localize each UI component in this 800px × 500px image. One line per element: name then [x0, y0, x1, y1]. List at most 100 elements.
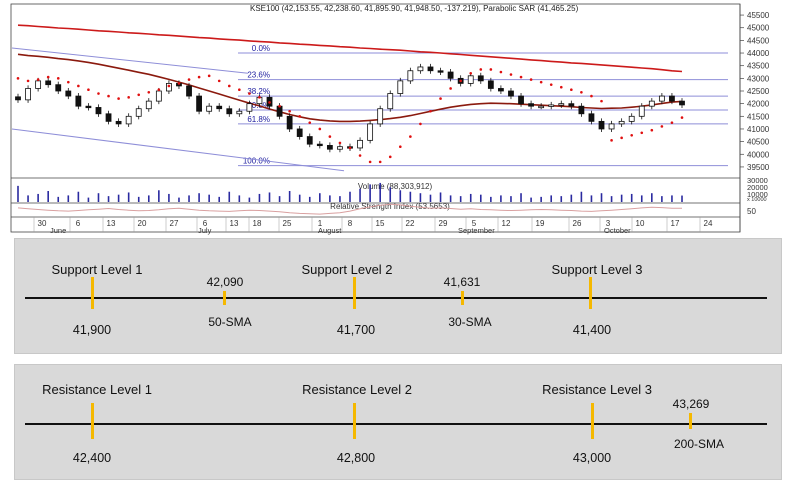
- candle-body: [105, 113, 112, 122]
- volume-bar: [47, 191, 49, 202]
- resistance-panel: Resistance Level 1 42,400 Resistance Lev…: [14, 364, 782, 480]
- sar-dot: [36, 78, 40, 81]
- day-tick-label: 15: [376, 219, 385, 228]
- candle-body: [608, 123, 615, 130]
- y-tick-label: 43500: [747, 62, 770, 71]
- volume-bar: [469, 193, 472, 202]
- volume-bar: [258, 193, 261, 202]
- candle-body: [387, 93, 394, 110]
- volume-bar: [570, 194, 573, 202]
- volume-tick-label: 30000: [747, 176, 768, 185]
- sar-dot: [46, 75, 50, 79]
- day-tick-label: 13: [230, 219, 239, 228]
- volume-bar: [67, 195, 70, 202]
- candle-body: [367, 123, 374, 141]
- support-panel: Support Level 1 41,900 42,090 50-SMA Sup…: [14, 238, 782, 354]
- candle-body: [306, 136, 313, 145]
- candle-body: [155, 90, 162, 102]
- fib-label: 100.0%: [243, 157, 270, 166]
- candle-body: [437, 70, 444, 73]
- volume-bar: [600, 193, 603, 202]
- volume-bar: [379, 182, 381, 202]
- sar-dot: [97, 92, 100, 95]
- sar-dot: [399, 145, 402, 148]
- sar-dot: [318, 127, 322, 131]
- candle-body: [337, 146, 343, 150]
- candle-body: [186, 85, 192, 97]
- volume-bar: [268, 192, 271, 202]
- sma-200-name: 200-SMA: [673, 437, 725, 451]
- candle-body: [638, 105, 645, 117]
- volume-bar: [278, 196, 281, 202]
- sar-dot: [509, 73, 513, 76]
- sar-dot: [559, 85, 563, 89]
- sma-200-marker: [689, 413, 692, 429]
- candle-body: [296, 128, 303, 137]
- candle-body: [618, 120, 625, 125]
- volume-bar: [349, 191, 351, 202]
- volume-tick-label: x 10000: [747, 197, 767, 203]
- resistance-level-1-value: 42,400: [72, 451, 112, 465]
- month-label: June: [50, 226, 66, 235]
- resistance-level-3-value: 43,000: [572, 451, 612, 465]
- volume-bar: [298, 194, 301, 202]
- sar-dot: [137, 93, 141, 97]
- sar-dot: [409, 135, 412, 138]
- sar-dot: [268, 101, 271, 104]
- y-tick-label: 42500: [747, 87, 770, 96]
- price-chart-svg: KSE100 (42,153.55, 42,238.60, 41,895.90,…: [10, 3, 770, 235]
- sar-dot: [16, 77, 20, 80]
- day-tick-label: 30: [38, 219, 47, 228]
- sar-dot: [308, 121, 312, 124]
- rsi-tick-label: 50: [747, 207, 756, 216]
- sar-dot: [67, 80, 70, 84]
- volume-bar: [409, 191, 412, 202]
- day-tick-label: 6: [203, 219, 208, 228]
- sar-dot: [117, 97, 120, 100]
- day-tick-label: 18: [253, 219, 262, 228]
- sar-dot: [660, 125, 664, 128]
- resistance-level-1-title: Resistance Level 1: [42, 382, 152, 397]
- candle-body: [679, 100, 685, 106]
- fib-label: 61.8%: [247, 115, 270, 124]
- volume-bar: [459, 196, 462, 202]
- volume-bar: [208, 194, 210, 202]
- volume-bar: [490, 196, 492, 202]
- volume-bar: [520, 193, 522, 202]
- month-label: September: [458, 226, 495, 235]
- sar-dot: [177, 82, 181, 85]
- candle-body: [75, 95, 82, 107]
- candle-body: [407, 70, 414, 82]
- day-tick-label: 24: [704, 219, 713, 228]
- volume-bar: [339, 196, 341, 202]
- candle-body: [55, 84, 62, 92]
- candle-body: [669, 95, 675, 102]
- volume-bar: [580, 191, 583, 202]
- sar-dot: [157, 88, 161, 92]
- y-tick-label: 40500: [747, 138, 770, 147]
- candle-body: [538, 105, 545, 109]
- sar-dot: [288, 109, 291, 113]
- sar-dot: [489, 68, 493, 71]
- day-tick-label: 22: [406, 219, 415, 228]
- volume-bar: [17, 185, 19, 202]
- y-tick-label: 39500: [747, 163, 770, 172]
- sar-dot: [670, 121, 674, 124]
- candle-body: [216, 105, 223, 110]
- sar-dot: [227, 84, 231, 88]
- sar-dot: [650, 128, 654, 132]
- volume-bar: [168, 193, 170, 202]
- day-tick-label: 27: [170, 219, 179, 228]
- candle-body: [598, 120, 605, 130]
- day-tick-label: 1: [318, 219, 323, 228]
- sar-dot: [469, 71, 473, 75]
- sar-dot: [439, 97, 442, 100]
- y-tick-label: 41500: [747, 112, 770, 121]
- candle-body: [417, 66, 424, 72]
- candle-body: [25, 88, 31, 101]
- volume-bar: [188, 195, 190, 202]
- sar-dot: [630, 133, 633, 137]
- candle-body: [236, 110, 243, 115]
- candle-body: [45, 80, 52, 86]
- volume-bar: [178, 197, 180, 202]
